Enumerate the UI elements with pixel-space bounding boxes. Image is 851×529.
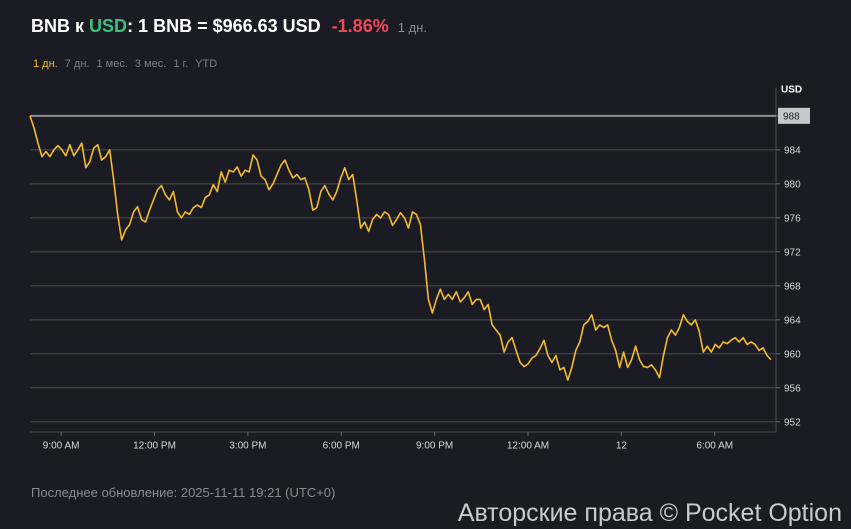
last-update: Последнее обновление: 2025-11-11 19:21 (… bbox=[31, 485, 336, 500]
quote: USD bbox=[89, 16, 128, 36]
y-tick-label: 964 bbox=[784, 315, 801, 326]
period: 1 дн. bbox=[397, 20, 427, 35]
y-tick-label: 952 bbox=[784, 417, 801, 428]
x-tick-label: 9:00 PM bbox=[416, 441, 453, 452]
x-tick-label: 6:00 AM bbox=[696, 441, 733, 452]
price-line bbox=[29, 115, 772, 381]
x-tick-label: 9:00 AM bbox=[43, 441, 80, 452]
x-tick-label: 12 bbox=[616, 441, 628, 452]
period-tab[interactable]: 1 мес. bbox=[96, 58, 128, 70]
period-tab[interactable]: 7 дн. bbox=[64, 58, 90, 70]
x-tick-label: 12:00 AM bbox=[507, 441, 549, 452]
y-tick-label: 988 bbox=[783, 111, 800, 122]
watermark: Авторские права © Pocket Option bbox=[457, 499, 842, 527]
y-tick-label: 968 bbox=[784, 281, 801, 292]
y-tick-label: 960 bbox=[784, 349, 801, 360]
period-tabs: 1 дн. 7 дн. 1 мес. 3 мес. 1 г. YTD bbox=[33, 58, 224, 70]
period-tab[interactable]: YTD bbox=[195, 58, 218, 70]
y-tick-label: 976 bbox=[784, 213, 801, 224]
y-tick-label: 984 bbox=[784, 145, 801, 156]
y-tick-label: 972 bbox=[784, 247, 801, 258]
y-tick-label: 956 bbox=[784, 383, 801, 394]
tick-highlight bbox=[778, 107, 810, 124]
x-tick-label: 12:00 PM bbox=[133, 441, 176, 452]
x-tick-label: 3:00 PM bbox=[229, 441, 266, 452]
title: BNB к USD: 1 BNB = $966.63 USD -1.86% 1 … bbox=[31, 16, 427, 37]
connector: к bbox=[75, 16, 85, 36]
period-tab[interactable]: 1 дн. bbox=[33, 58, 58, 70]
change: -1.86% bbox=[331, 16, 389, 36]
base: BNB bbox=[31, 16, 70, 36]
rate: : 1 BNB = $966.63 USD bbox=[127, 16, 321, 36]
x-tick-label: 6:00 PM bbox=[323, 441, 360, 452]
y-tick-label: 980 bbox=[784, 179, 801, 190]
period-tab[interactable]: 3 мес. bbox=[134, 58, 167, 70]
y-axis-label: USD bbox=[781, 85, 802, 96]
period-tab[interactable]: 1 г. bbox=[173, 58, 189, 70]
